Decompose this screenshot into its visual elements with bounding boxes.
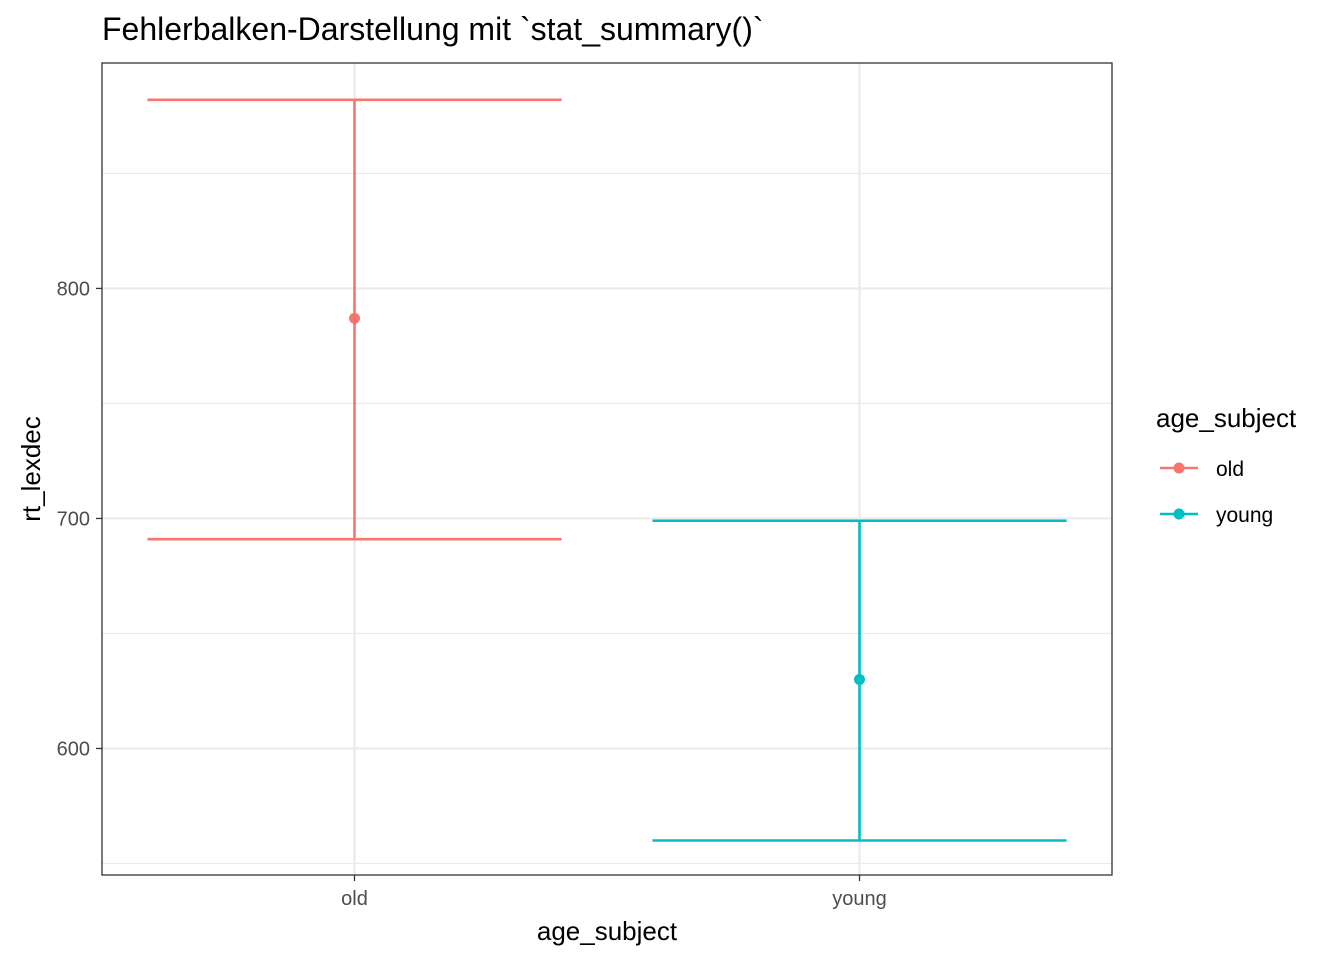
errorbar-young (652, 519, 1067, 842)
error-bars (147, 98, 1067, 842)
plot-panel (101, 62, 1113, 876)
x-axis-title: age_subject (537, 916, 678, 946)
y-tick-label: 600 (57, 738, 90, 760)
legend-item-young: young (1160, 504, 1273, 527)
panel-border (101, 62, 1113, 876)
errorbar-old (147, 98, 562, 541)
mean-point (854, 673, 865, 685)
x-tick-label: old (341, 888, 368, 910)
axes: 600 700 800 old young (57, 278, 887, 910)
legend-item-old: old (1160, 458, 1244, 481)
y-axis-title: rt_lexdec (16, 416, 46, 522)
chart-title: Fehlerbalken-Darstellung mit `stat_summa… (102, 11, 764, 47)
y-tick-label: 800 (57, 278, 90, 300)
legend-key-point (1173, 462, 1185, 474)
legend-label: young (1216, 504, 1273, 527)
x-tick-label: young (832, 888, 887, 910)
legend: age_subject old young (1156, 403, 1297, 527)
legend-label: old (1216, 458, 1244, 481)
legend-title: age_subject (1156, 403, 1297, 433)
panel-background (102, 63, 1112, 875)
legend-key-point (1173, 508, 1185, 520)
mean-point (349, 312, 360, 324)
legend-items: old young (1160, 458, 1273, 527)
y-tick-label: 700 (57, 508, 90, 530)
